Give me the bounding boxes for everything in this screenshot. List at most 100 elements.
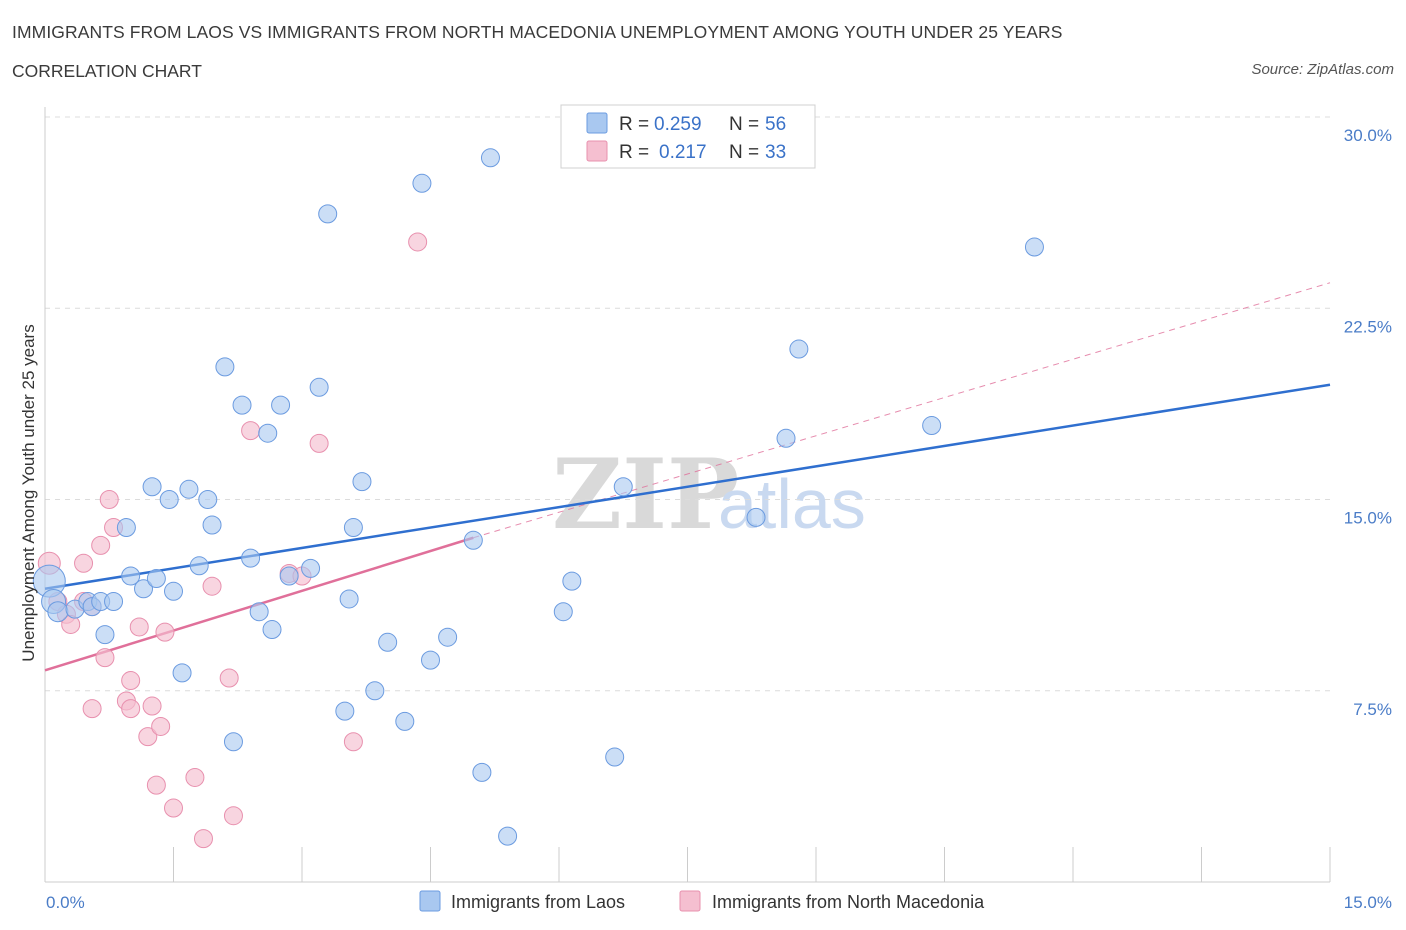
- point-laos-12: [142, 477, 162, 497]
- point-nm-27: [241, 421, 261, 441]
- x-tick-label-0: 0.0%: [46, 893, 85, 912]
- legend-laos-n-value: 56: [765, 114, 786, 135]
- point-laos-41: [421, 650, 440, 670]
- legend-nm-r-label: R =: [619, 142, 649, 163]
- point-nm-16: [138, 727, 158, 747]
- point-nm-26: [223, 806, 243, 826]
- point-nm-23: [193, 829, 213, 849]
- point-laos-16: [172, 663, 192, 683]
- trend-line-nm-extension: [473, 282, 1331, 539]
- tick-labels: 7.5% 15.0% 22.5% 30.0% 0.0% 15.0%: [46, 126, 1392, 912]
- point-nm-22: [185, 767, 205, 787]
- point-laos-13: [146, 569, 166, 589]
- point-laos-37: [365, 681, 385, 701]
- point-laos-51: [746, 507, 766, 527]
- point-laos-10: [121, 566, 141, 586]
- legend-laos-r-label: R =: [619, 114, 649, 135]
- point-laos-9: [116, 518, 136, 538]
- point-nm-19: [151, 716, 171, 736]
- point-nm-17: [142, 696, 162, 716]
- point-laos-25: [249, 602, 269, 622]
- point-laos-26: [258, 423, 278, 443]
- point-nm-7: [82, 699, 102, 719]
- y-tick-label-0: 7.5%: [1353, 700, 1392, 719]
- point-laos-38: [378, 632, 398, 652]
- point-laos-11: [134, 579, 154, 599]
- point-laos-49: [605, 747, 625, 767]
- point-nm-15: [129, 617, 149, 637]
- source-label: Source: ZipAtlas.com: [1251, 61, 1394, 78]
- point-laos-24: [241, 548, 261, 568]
- point-nm-10: [99, 490, 119, 509]
- legend-laos-swatch: [586, 112, 608, 134]
- chart-subtitle: CORRELATION CHART: [12, 61, 202, 81]
- point-laos-19: [198, 490, 218, 509]
- watermark: ZIP atlas: [552, 438, 866, 551]
- point-nm-25: [219, 668, 239, 688]
- point-laos-32: [318, 204, 338, 224]
- point-laos-46: [498, 826, 518, 846]
- point-laos-18: [189, 556, 209, 576]
- bottom-legend-nm-label: Immigrants from North Macedonia: [712, 892, 985, 912]
- bottom-legend-nm-swatch: [679, 890, 701, 912]
- bottom-legend-laos-label: Immigrants from Laos: [451, 892, 625, 912]
- point-laos-21: [215, 357, 235, 377]
- point-laos-45: [480, 148, 500, 168]
- point-nm-14: [121, 671, 141, 691]
- point-nm-30: [343, 732, 363, 752]
- point-laos-39: [395, 711, 415, 731]
- point-nm-29: [309, 433, 329, 453]
- point-laos-22: [223, 732, 243, 752]
- point-laos-15: [164, 581, 183, 601]
- point-nm-8: [91, 535, 111, 555]
- point-laos-48: [562, 571, 582, 591]
- point-laos-44: [472, 762, 492, 782]
- point-laos-50: [613, 477, 633, 497]
- point-laos-53: [789, 339, 809, 359]
- bottom-legend: Immigrants from Laos Immigrants from Nor…: [419, 890, 985, 912]
- point-laos-31: [309, 377, 329, 397]
- point-laos-34: [339, 589, 359, 609]
- legend-nm-n-label: N =: [729, 142, 759, 163]
- point-laos-43: [463, 530, 483, 550]
- point-laos-52: [776, 428, 796, 448]
- x-tick-label-1: 15.0%: [1344, 893, 1392, 912]
- point-laos-29: [279, 566, 299, 586]
- bottom-legend-laos-swatch: [419, 890, 441, 912]
- point-laos-7: [95, 625, 115, 645]
- point-laos-17: [179, 479, 199, 499]
- point-laos-40: [412, 173, 432, 193]
- point-laos-14: [159, 490, 179, 509]
- point-laos-54: [922, 416, 942, 436]
- point-laos-35: [343, 518, 363, 538]
- legend-laos-r-value: 0.259: [654, 114, 702, 135]
- point-laos-28: [271, 395, 291, 415]
- point-nm-9: [95, 648, 115, 668]
- point-nm-24: [202, 576, 222, 596]
- top-legend: R = 0.259 N = 56 R = 0.217 N = 33: [560, 104, 816, 169]
- point-nm-18: [146, 775, 166, 795]
- legend-nm-swatch: [586, 140, 608, 162]
- y-tick-label-2: 22.5%: [1344, 317, 1392, 336]
- chart-title: IMMIGRANTS FROM LAOS VS IMMIGRANTS FROM …: [12, 22, 1063, 42]
- watermark-atlas: atlas: [718, 465, 866, 543]
- trend-line-laos: [44, 383, 1331, 590]
- y-tick-label-1: 15.0%: [1344, 509, 1392, 528]
- legend-nm-n-value: 33: [765, 142, 786, 163]
- legend-nm-r-value: 0.217: [659, 142, 707, 163]
- point-laos-55: [1024, 237, 1044, 257]
- point-nm-13: [121, 699, 141, 719]
- point-laos-33: [335, 701, 355, 721]
- series-laos: [32, 148, 1044, 846]
- point-laos-27: [262, 620, 282, 640]
- legend-laos-n-label: N =: [729, 114, 759, 135]
- point-laos-42: [438, 627, 458, 647]
- point-laos-20: [202, 515, 222, 535]
- y-axis-label: Unemployment Among Youth under 25 years: [19, 324, 38, 661]
- point-laos-47: [553, 602, 573, 622]
- point-nm-20: [155, 622, 175, 642]
- point-nm-5: [74, 553, 94, 573]
- axes: [44, 107, 1331, 883]
- y-tick-label-3: 30.0%: [1344, 126, 1392, 145]
- series-north-macedonia: [37, 232, 428, 849]
